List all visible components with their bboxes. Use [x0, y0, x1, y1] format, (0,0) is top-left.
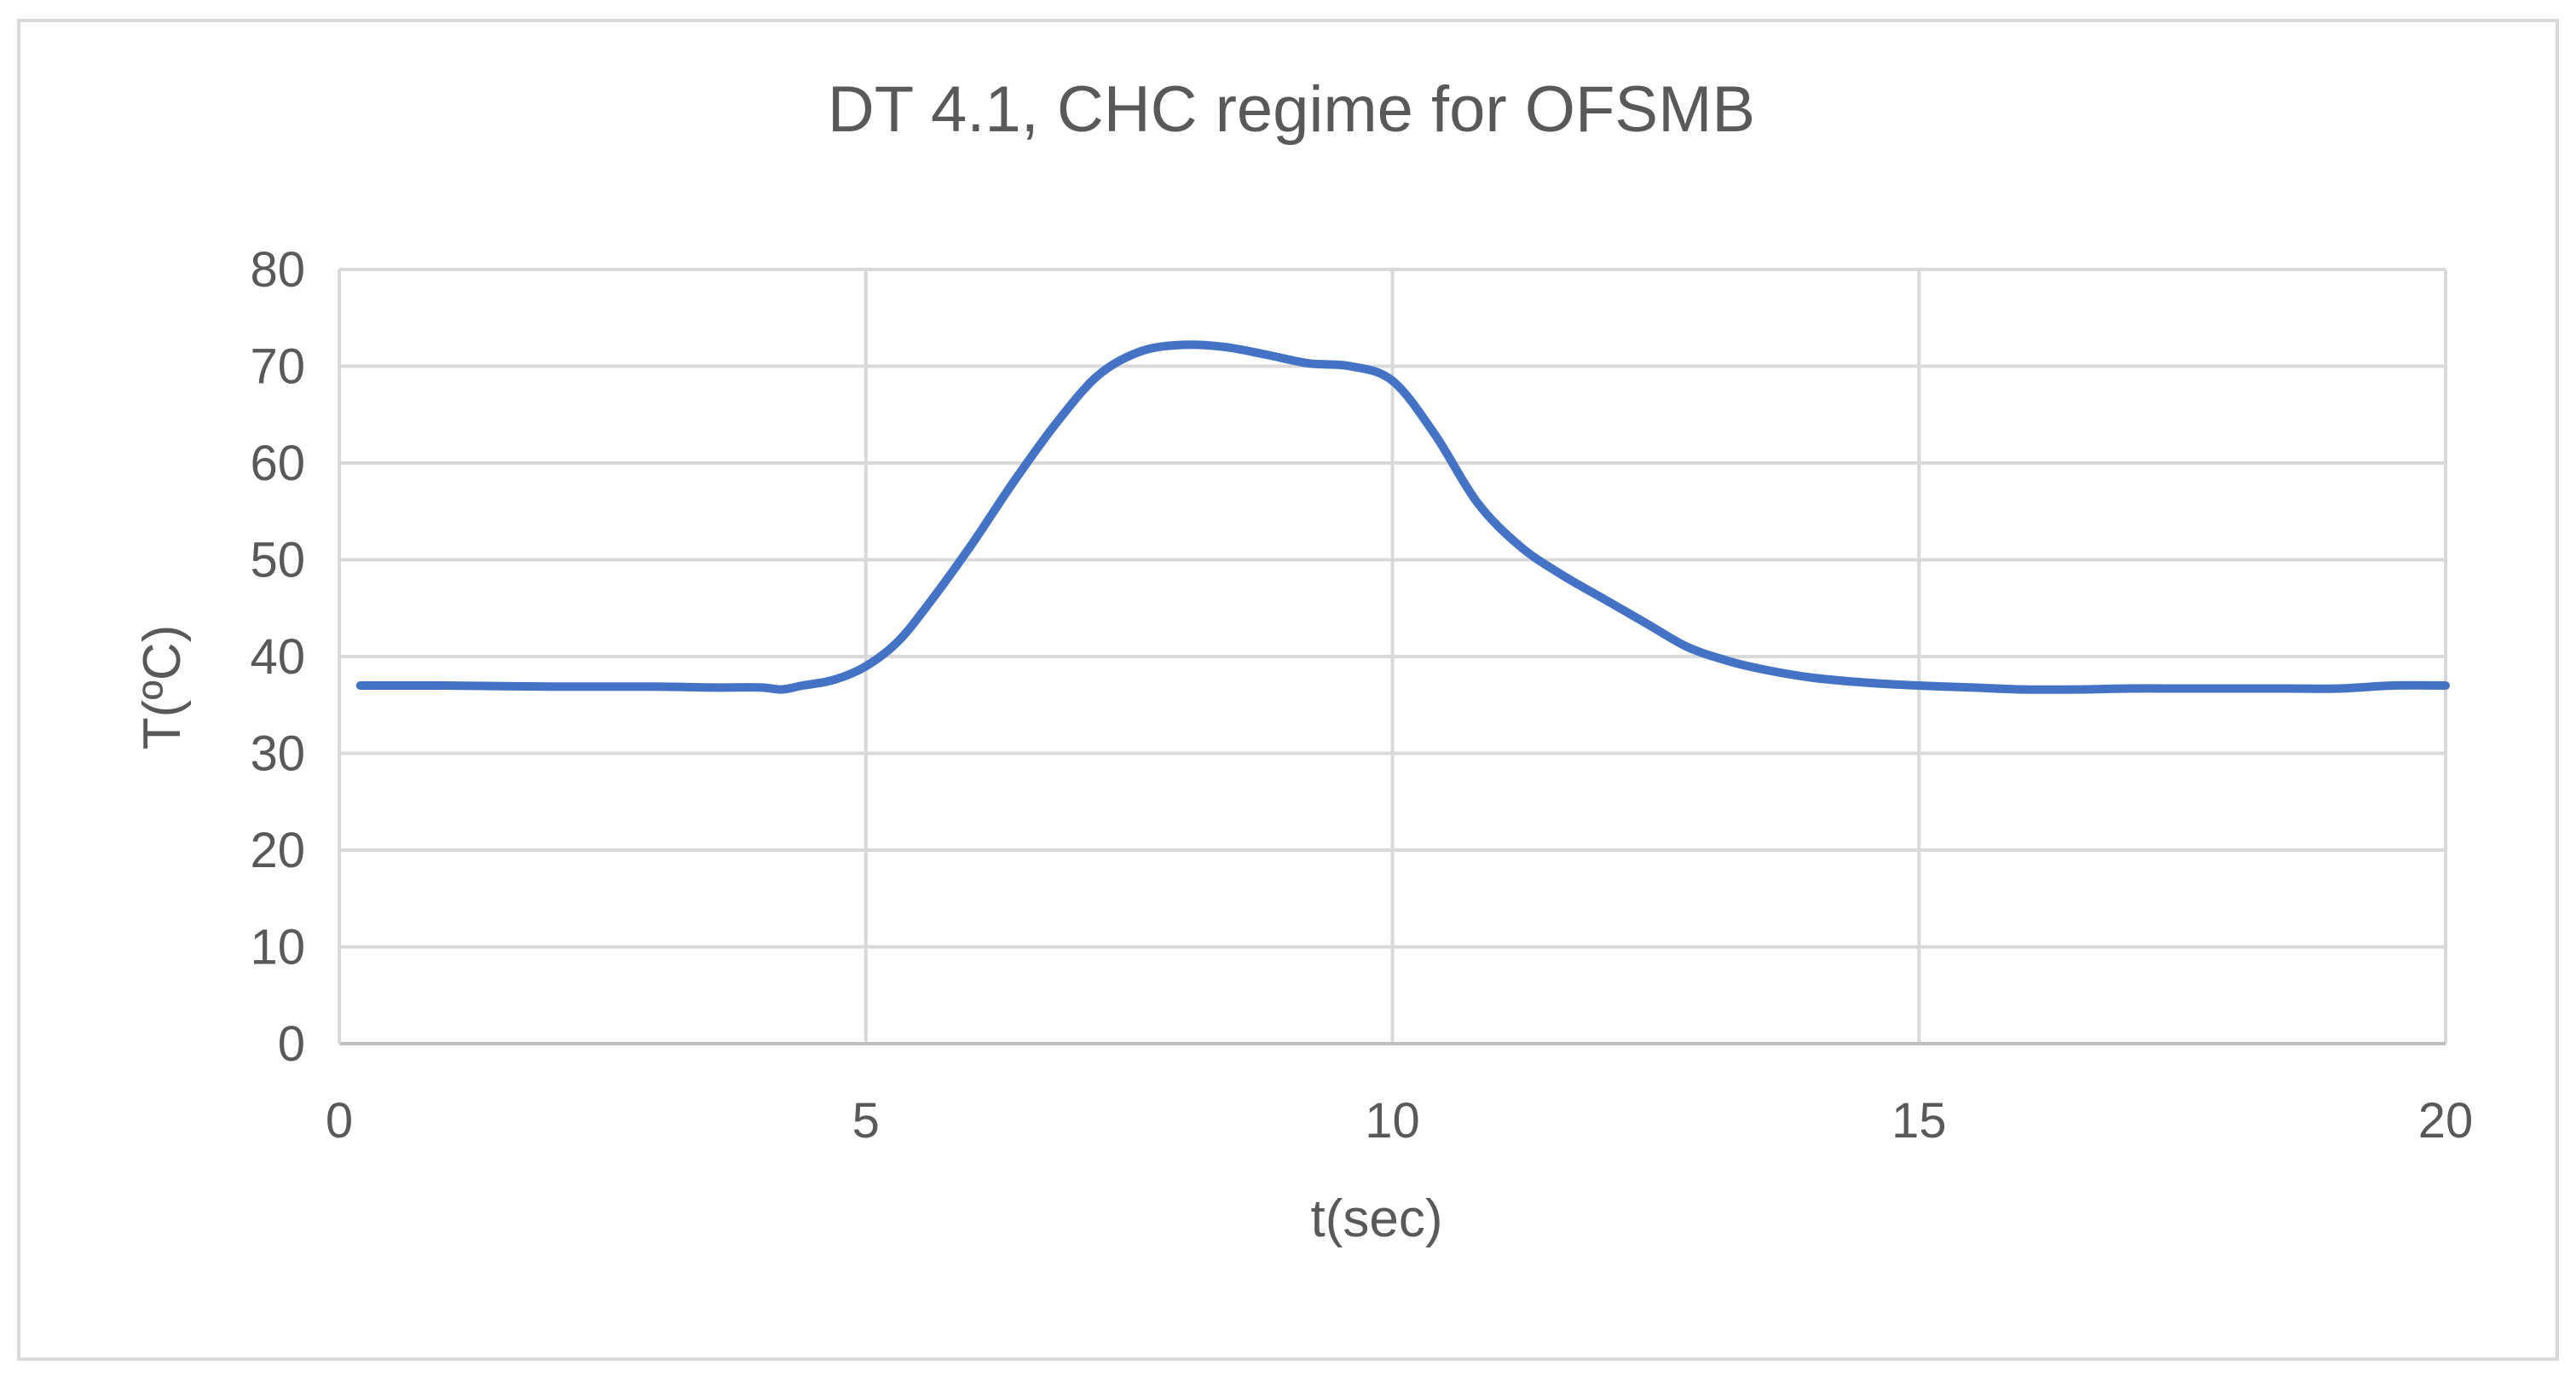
y-tick-label: 40	[250, 629, 305, 685]
x-axis-title: t(sec)	[1311, 1189, 1443, 1248]
y-axis-title: T(ºC)	[133, 625, 192, 750]
y-tick-label: 20	[250, 823, 305, 878]
y-tick-label: 0	[278, 1016, 305, 1072]
y-tick-label: 30	[250, 726, 305, 782]
x-tick-label: 5	[852, 1093, 880, 1149]
x-tick-label: 0	[326, 1093, 353, 1149]
x-tick-label: 10	[1365, 1093, 1420, 1149]
x-tick-label: 20	[2418, 1093, 2474, 1149]
gridlines	[339, 268, 2447, 1044]
series-line	[355, 340, 2450, 694]
y-tick-label: 10	[250, 920, 305, 975]
y-tick-label: 50	[250, 533, 305, 588]
chart-title: DT 4.1, CHC regime for OFSMB	[828, 73, 1755, 146]
y-tick-label: 60	[250, 436, 305, 491]
x-tick-label: 15	[1892, 1093, 1947, 1149]
line-chart: DT 4.1, CHC regime for OFSMB 01020304050…	[133, 73, 2473, 1248]
series-layer	[355, 340, 2450, 694]
axes	[338, 269, 2446, 1045]
y-tick-label: 80	[250, 242, 305, 298]
chart-frame: DT 4.1, CHC regime for OFSMB 0 10 20 30 40 50…	[17, 19, 2559, 1361]
tick-labels: 0 10 20 30 40 50 60 70 80 0 5 10 15 20	[250, 242, 2473, 1149]
y-tick-label: 70	[250, 339, 305, 395]
